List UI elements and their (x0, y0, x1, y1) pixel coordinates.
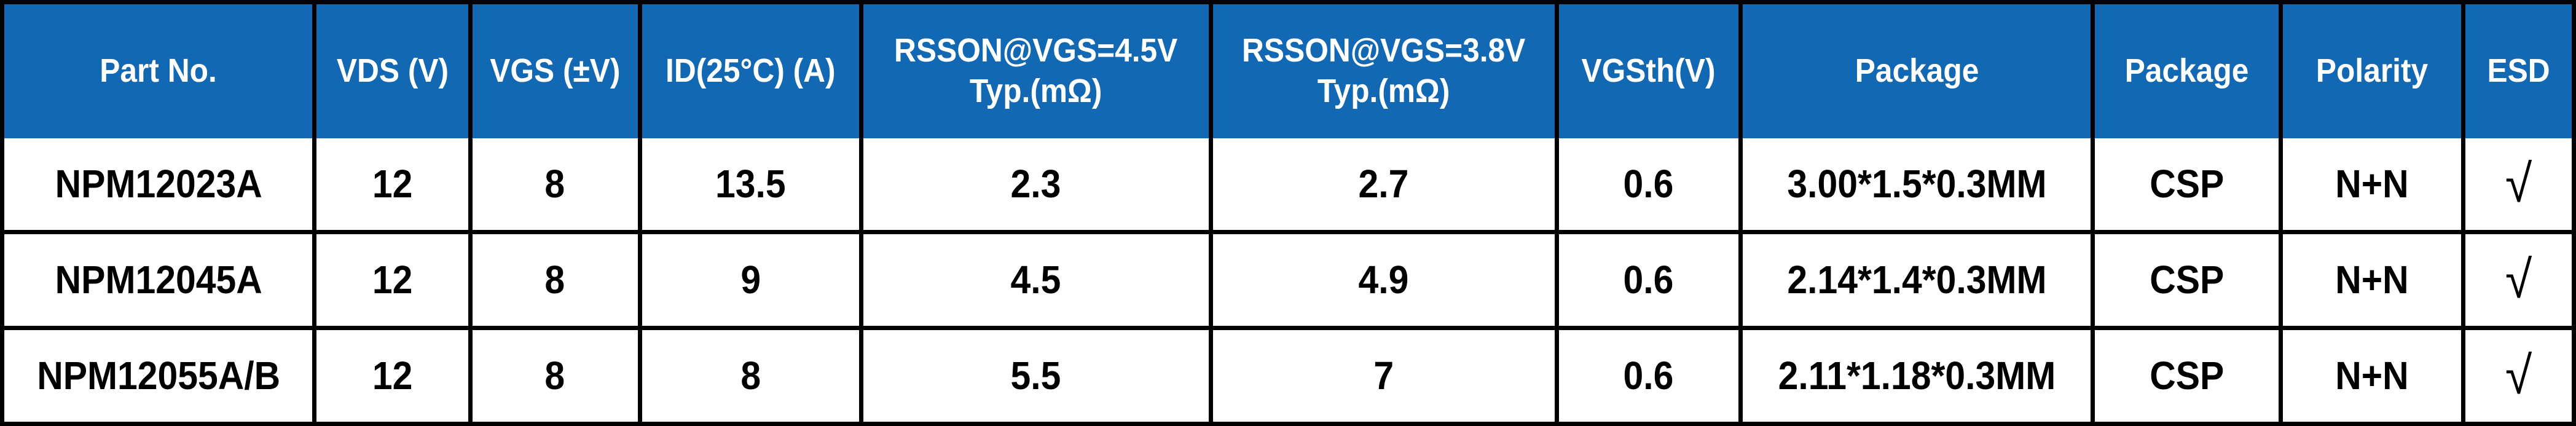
cell-vgsth: 0.6 (1554, 326, 1743, 426)
col-header-vgs-label: VGS (±V) (490, 52, 621, 90)
part-no-value: NPM12023A (55, 162, 262, 207)
part-no-value: NPM12055A/B (36, 353, 280, 398)
cell-id-25c: 13.5 (637, 138, 863, 232)
cell-vgs: 8 (468, 230, 642, 328)
vds-value: 12 (372, 162, 413, 207)
rsson-3v8-value: 2.7 (1358, 162, 1409, 207)
cell-polarity: N+N (2278, 230, 2465, 328)
rsson-3v8-value: 4.9 (1358, 258, 1409, 302)
table-row: NPM12023A 12 8 13.5 2.3 2.7 0.6 3.00*1.5… (0, 138, 2576, 232)
table-row: NPM12055A/B 12 8 8 5.5 7 0.6 2.11*1.18*0… (0, 326, 2576, 426)
col-header-rsson-3v8-label: RSSON@VGS=3.8V Typ.(mΩ) (1242, 31, 1525, 112)
vgs-value: 8 (544, 162, 565, 207)
col-header-polarity: Polarity (2278, 0, 2465, 138)
cell-esd: √ (2460, 138, 2576, 232)
cell-part-no: NPM12023A (0, 138, 317, 232)
esd-check-icon: √ (2505, 346, 2532, 405)
vgs-value: 8 (544, 258, 565, 302)
polarity-value: N+N (2335, 162, 2409, 207)
id-25c-value: 9 (740, 258, 761, 302)
col-header-vgsth-label: VGSth(V) (1581, 52, 1716, 90)
cell-esd: √ (2460, 326, 2576, 426)
vgsth-value: 0.6 (1623, 162, 1674, 207)
package-size-value: 3.00*1.5*0.3MM (1787, 162, 2047, 207)
package-size-value: 2.11*1.18*0.3MM (1778, 353, 2056, 398)
vds-value: 12 (372, 258, 413, 302)
rsson-3v8-value: 7 (1373, 353, 1394, 398)
col-header-package-type: Package (2091, 0, 2283, 138)
col-header-rsson-4v5-line1: RSSON@VGS=4.5V (894, 32, 1178, 69)
cell-esd: √ (2460, 230, 2576, 328)
cell-polarity: N+N (2278, 326, 2465, 426)
table-header-row: Part No. VDS (V) VGS (±V) ID(25°C) (A) R… (0, 0, 2576, 138)
cell-package-type: CSP (2091, 326, 2283, 426)
package-size-value: 2.14*1.4*0.3MM (1787, 258, 2047, 302)
part-no-value: NPM12045A (55, 258, 262, 302)
col-header-polarity-label: Polarity (2315, 52, 2429, 90)
cell-vds: 12 (312, 326, 473, 426)
cell-package-size: 2.11*1.18*0.3MM (1738, 326, 2095, 426)
col-header-esd: ESD (2460, 0, 2576, 138)
col-header-package-size: Package (1738, 0, 2095, 138)
cell-rsson-3v8: 4.9 (1208, 230, 1559, 328)
cell-package-type: CSP (2091, 230, 2283, 328)
col-header-part-no-label: Part No. (100, 52, 217, 90)
cell-package-size: 2.14*1.4*0.3MM (1738, 230, 2095, 328)
col-header-id-25c: ID(25°C) (A) (637, 0, 863, 138)
polarity-value: N+N (2335, 353, 2409, 398)
cell-vgs: 8 (468, 326, 642, 426)
rsson-4v5-value: 2.3 (1010, 162, 1061, 207)
esd-check-icon: √ (2505, 154, 2532, 213)
cell-package-size: 3.00*1.5*0.3MM (1738, 138, 2095, 232)
cell-rsson-4v5: 4.5 (858, 230, 1213, 328)
cell-polarity: N+N (2278, 138, 2465, 232)
col-header-vgsth: VGSth(V) (1554, 0, 1743, 138)
col-header-esd-label: ESD (2487, 52, 2550, 90)
cell-id-25c: 8 (637, 326, 863, 426)
col-header-id-25c-label: ID(25°C) (A) (666, 52, 836, 90)
cell-rsson-3v8: 7 (1208, 326, 1559, 426)
cell-rsson-4v5: 2.3 (858, 138, 1213, 232)
col-header-package-size-label: Package (1855, 52, 1979, 90)
cell-vgs: 8 (468, 138, 642, 232)
polarity-value: N+N (2335, 258, 2409, 302)
esd-check-icon: √ (2505, 250, 2532, 309)
cell-vgsth: 0.6 (1554, 138, 1743, 232)
cell-rsson-3v8: 2.7 (1208, 138, 1559, 232)
col-header-rsson-4v5-label: RSSON@VGS=4.5V Typ.(mΩ) (894, 31, 1177, 112)
col-header-rsson-3v8-line1: RSSON@VGS=3.8V (1242, 32, 1526, 69)
cell-rsson-4v5: 5.5 (858, 326, 1213, 426)
col-header-rsson-3v8-line2: Typ.(mΩ) (1317, 73, 1450, 109)
package-type-value: CSP (2150, 353, 2225, 398)
id-25c-value: 8 (740, 353, 761, 398)
cell-package-type: CSP (2091, 138, 2283, 232)
col-header-rsson-3v8: RSSON@VGS=3.8V Typ.(mΩ) (1208, 0, 1559, 138)
package-type-value: CSP (2150, 162, 2225, 207)
id-25c-value: 13.5 (715, 162, 786, 207)
cell-id-25c: 9 (637, 230, 863, 328)
cell-part-no: NPM12045A (0, 230, 317, 328)
rsson-4v5-value: 5.5 (1010, 353, 1061, 398)
table-row: NPM12045A 12 8 9 4.5 4.9 0.6 2.14*1.4*0.… (0, 230, 2576, 328)
cell-vgsth: 0.6 (1554, 230, 1743, 328)
vgs-value: 8 (544, 353, 565, 398)
cell-vds: 12 (312, 138, 473, 232)
cell-part-no: NPM12055A/B (0, 326, 317, 426)
rsson-4v5-value: 4.5 (1010, 258, 1061, 302)
vgsth-value: 0.6 (1623, 258, 1674, 302)
col-header-vgs: VGS (±V) (468, 0, 642, 138)
col-header-vds: VDS (V) (312, 0, 473, 138)
vds-value: 12 (372, 353, 413, 398)
col-header-part-no: Part No. (0, 0, 317, 138)
col-header-vds-label: VDS (V) (336, 52, 449, 90)
col-header-rsson-4v5: RSSON@VGS=4.5V Typ.(mΩ) (858, 0, 1213, 138)
cell-vds: 12 (312, 230, 473, 328)
col-header-rsson-4v5-line2: Typ.(mΩ) (970, 73, 1102, 109)
vgsth-value: 0.6 (1623, 353, 1674, 398)
col-header-package-type-label: Package (2124, 52, 2249, 90)
package-type-value: CSP (2150, 258, 2225, 302)
